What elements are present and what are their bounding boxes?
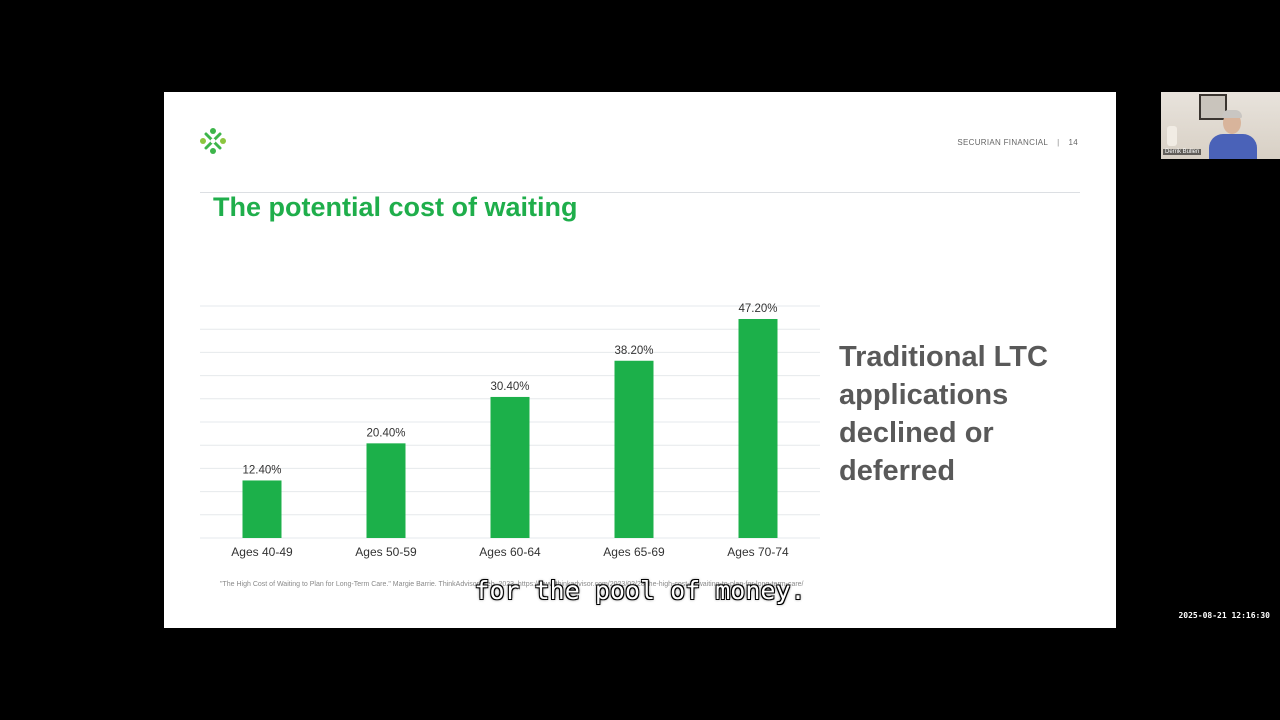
bar-3: [490, 396, 530, 538]
presentation-slide: SECURIAN FINANCIAL | 14 The potential cost…: [164, 92, 1116, 628]
participant-body: [1209, 134, 1257, 159]
bar-1: [242, 480, 282, 538]
x-tick-label-3: Ages 60-64: [479, 545, 541, 559]
participant-video[interactable]: Derrik Bullen: [1161, 92, 1280, 159]
x-tick-label-1: Ages 40-49: [231, 545, 293, 559]
data-label-1: 12.40%: [242, 464, 281, 476]
lamp: [1167, 126, 1177, 146]
data-label-5: 47.20%: [738, 303, 777, 315]
recording-timestamp: 2025-08-21 12:16:30: [1178, 611, 1270, 620]
x-tick-label-2: Ages 50-59: [355, 545, 417, 559]
data-label-4: 38.20%: [614, 345, 653, 357]
bar-4: [614, 360, 654, 538]
slide-title: The potential cost of waiting: [213, 192, 578, 222]
bar-chart: 12.40% Ages 40-49 20.40% Ages 50-59 30.40% Ag…: [200, 303, 820, 559]
side-callout: Traditional LTC applications declined or…: [839, 341, 1048, 487]
x-tick-label-5: Ages 70-74: [727, 545, 789, 559]
x-tick-label-4: Ages 65-69: [603, 545, 665, 559]
header-divider: [200, 192, 1080, 193]
page-number: 14: [1068, 138, 1078, 147]
source-citation: "The High Cost of Waiting to Plan for Lo…: [220, 581, 804, 588]
bar-2: [366, 443, 406, 538]
data-label-3: 30.40%: [490, 381, 529, 393]
participant-name: Derrik Bullen: [1163, 149, 1202, 155]
securian-logo-icon: [200, 128, 226, 154]
company-name: SECURIAN FINANCIAL: [957, 138, 1049, 147]
participant-hair: [1222, 110, 1242, 118]
slide-header: SECURIAN FINANCIAL | 14: [957, 138, 1078, 147]
subtitle-caption: for the pool of money.: [474, 576, 806, 605]
bar-5: [738, 318, 778, 538]
data-label-2: 20.40%: [366, 427, 405, 439]
